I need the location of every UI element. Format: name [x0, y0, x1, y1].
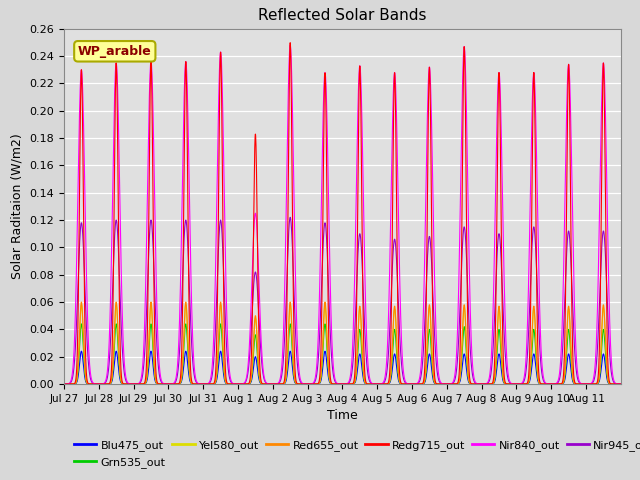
Title: Reflected Solar Bands: Reflected Solar Bands [258, 9, 427, 24]
Legend: Blu475_out, Grn535_out, Yel580_out, Red655_out, Redg715_out, Nir840_out, Nir945_: Blu475_out, Grn535_out, Yel580_out, Red6… [70, 436, 640, 472]
Y-axis label: Solar Raditaion (W/m2): Solar Raditaion (W/m2) [11, 133, 24, 279]
X-axis label: Time: Time [327, 409, 358, 422]
Text: WP_arable: WP_arable [78, 45, 152, 58]
